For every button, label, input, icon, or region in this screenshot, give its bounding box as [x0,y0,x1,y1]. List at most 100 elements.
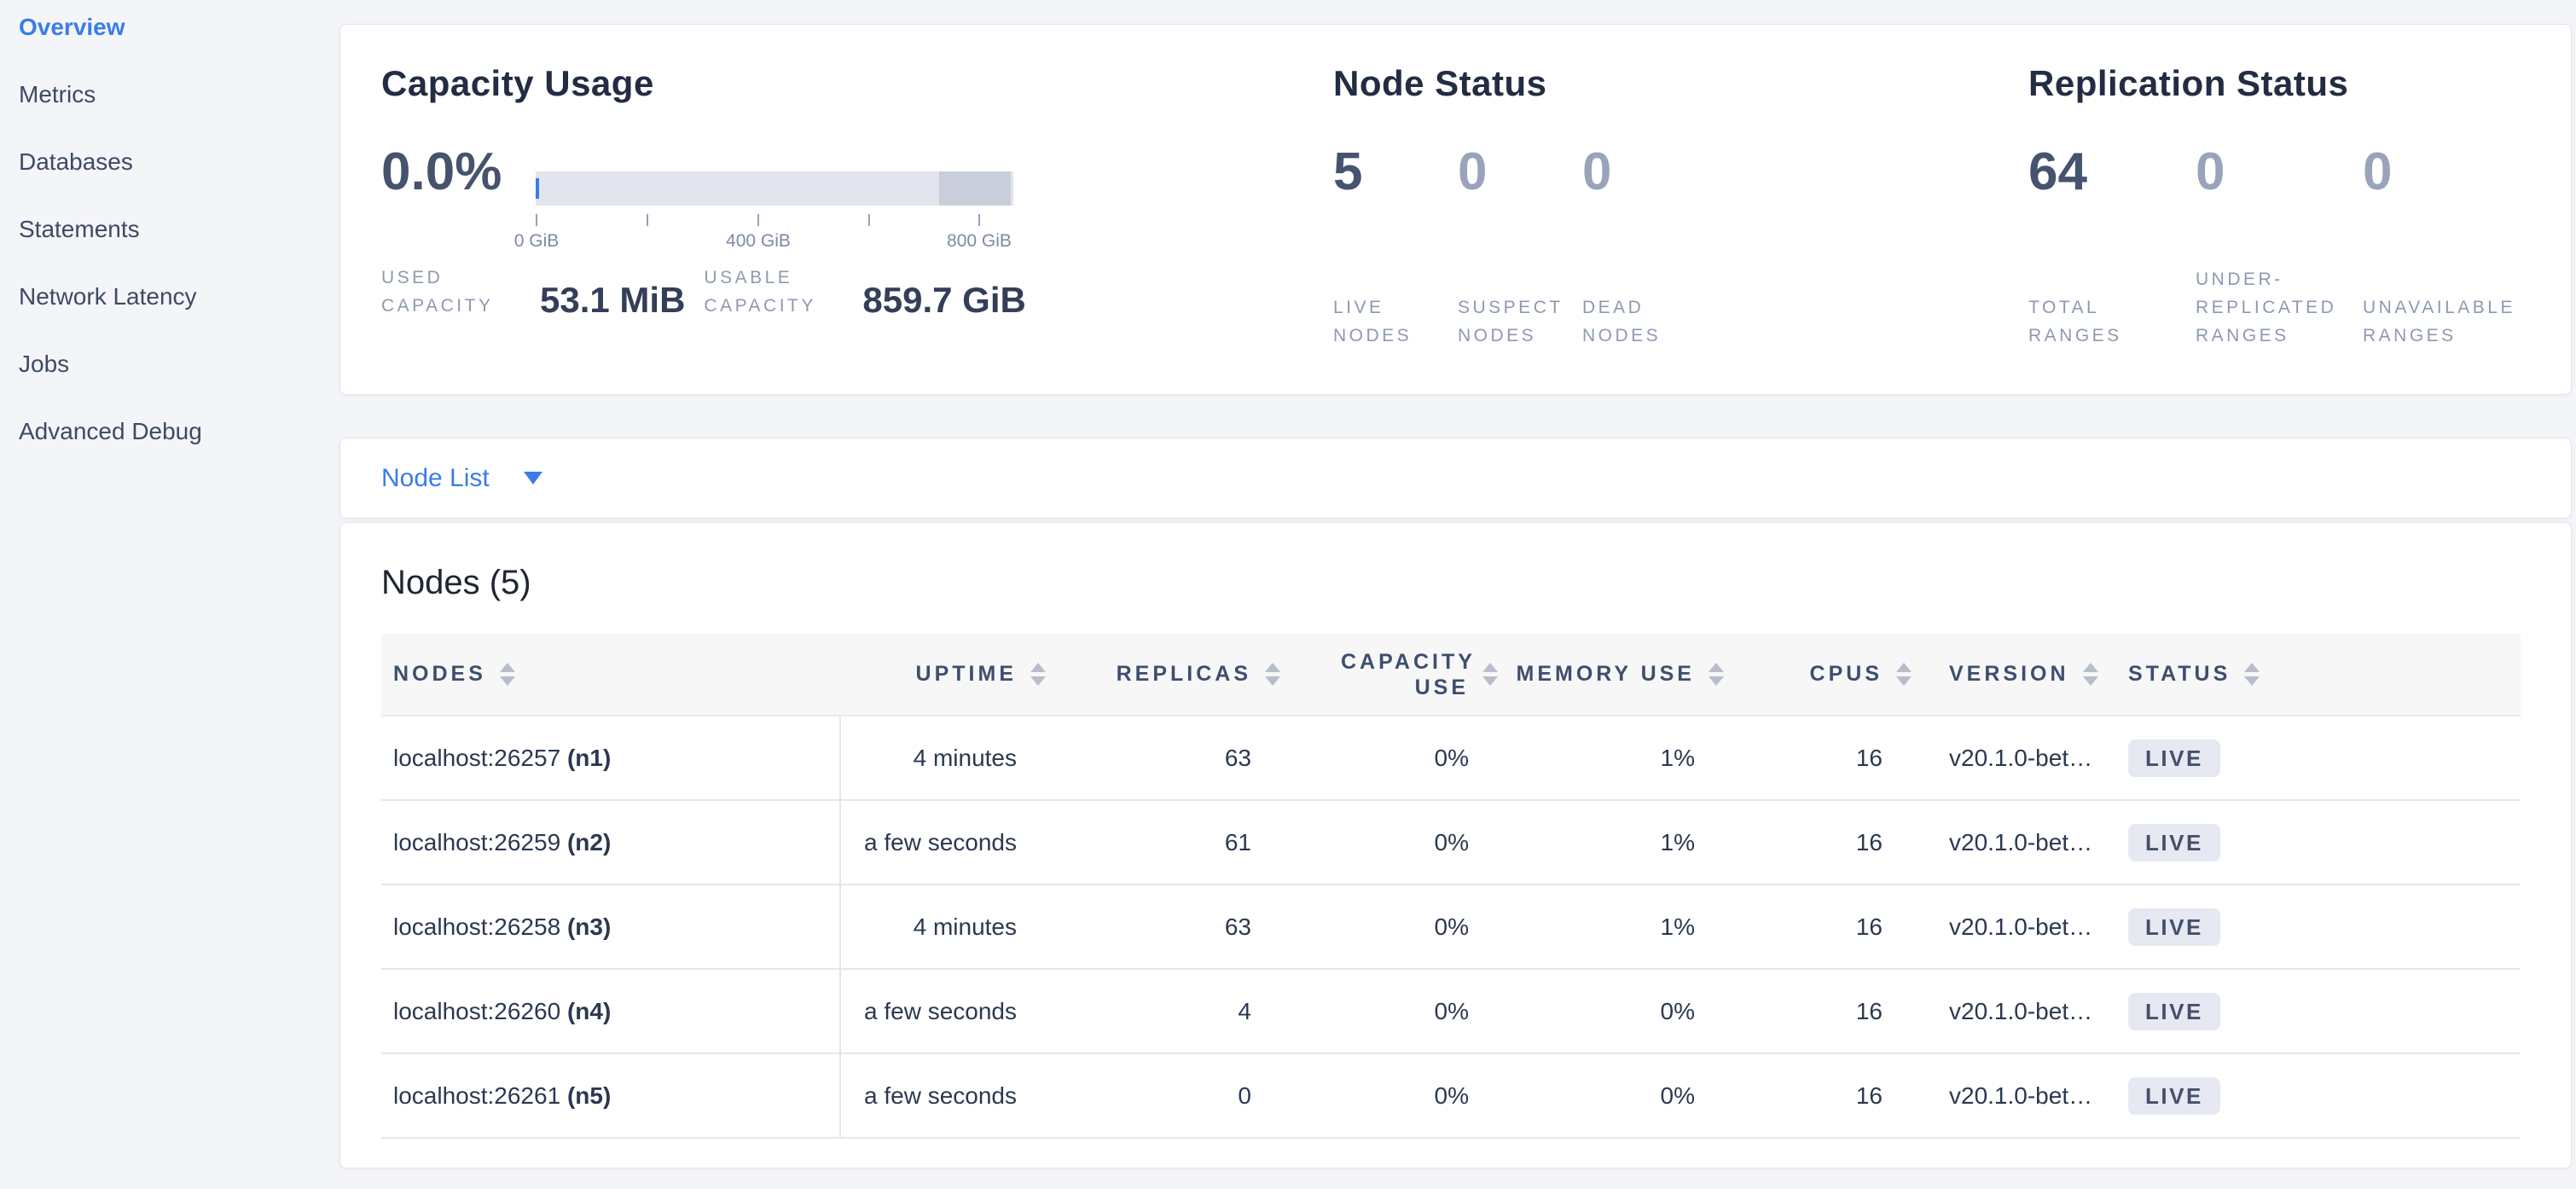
capacity-use-cell: 0% [1292,1053,1510,1139]
stat-value: 0 [1582,142,1612,201]
axis-tick [647,214,648,226]
node-address: localhost:26257 [393,744,567,771]
node-status-title: Node Status [1333,63,1547,103]
cpus-cell: 16 [1736,716,1923,801]
replicas-cell: 0 [1058,1053,1292,1139]
node-address-cell: localhost:26261 (n5) [381,1053,841,1139]
memory-use-cell: 0% [1510,969,1736,1054]
stat-total-ranges: 64 TOTAL RANGES [2028,142,2196,350]
sidebar: Overview Metrics Databases Statements Networ… [0,0,339,1189]
stat-live-nodes: 5 LIVE NODES [1333,142,1458,350]
sidebar-item-advanced-debug[interactable]: Advanced Debug [19,417,202,444]
nodes-table-title: Nodes (5) [381,564,531,601]
sidebar-item-network-latency[interactable]: Network Latency [19,282,197,310]
status-cell: LIVE [2103,716,2521,801]
table-row-localhost-26259[interactable]: localhost:26259 (n2) a few seconds 61 0% 1% 1… [381,800,2521,885]
column-header-replicas[interactable]: REPLICAS [1058,634,1292,716]
column-header-status[interactable]: STATUS [2103,634,2521,716]
table-row-localhost-26258[interactable]: localhost:26258 (n3) 4 minutes 63 0% 1% 16 v20… [381,884,2521,970]
node-id: (n2) [566,828,612,856]
sort-icon [1030,663,1046,686]
version-cell: v20.1.0-bet… [1923,969,2103,1054]
chevron-down-icon [523,472,542,484]
stat-label: USED CAPACITY [381,268,494,316]
stat-under-replicated-ranges: 0 UNDER-REPLICATED RANGES [2196,142,2363,350]
status-cell: LIVE [2103,1053,2521,1139]
version-cell: v20.1.0-bet… [1923,800,2103,885]
axis-tick [757,214,759,226]
nodes-table: NODES UPTIME REPLICAS CAPACITY USE MEMORY US… [381,634,2521,1139]
stat-unavailable-ranges: 0 UNAVAILABLE RANGES [2363,142,2530,350]
column-header-nodes[interactable]: NODES [381,634,840,716]
capacity-stat-used-capacity: USED CAPACITY 53.1 MiB [381,264,685,320]
uptime-cell: 4 minutes [840,884,1058,970]
stat-value: 859.7 GiB [862,280,1026,320]
replication-stats: 64 TOTAL RANGES 0 UNDER-REPLICATED RANGES 0 U… [2028,142,2530,350]
capacity-bar-other-segment [939,171,1011,206]
status-cell: LIVE [2103,800,2521,885]
capacity-stats: USED CAPACITY 53.1 MiB USABLE CAPACITY 859.… [381,264,1333,320]
stat-label: DEAD NODES [1582,298,1662,345]
column-header-capacity-use[interactable]: CAPACITY USE [1292,634,1510,716]
table-row-localhost-26261[interactable]: localhost:26261 (n5) a few seconds 0 0% 0% 16… [381,1053,2521,1139]
axis-tick [536,214,537,226]
column-header-label: UPTIME [915,662,1017,686]
axis-tick [978,214,980,226]
stat-suspect-nodes: 0 SUSPECT NODES [1458,142,1582,350]
replication-status-title: Replication Status [2028,63,2349,103]
node-address-cell: localhost:26257 (n1) [381,716,841,801]
status-badge: LIVE [2128,992,2220,1030]
stat-label: SUSPECT NODES [1458,298,1564,345]
sidebar-item-overview[interactable]: Overview [19,13,125,40]
sort-icon [1709,663,1724,686]
nodes-table-card: Nodes (5) NODES UPTIME REPLICAS CAPACITY US… [339,522,2572,1169]
stat-value: 53.1 MiB [540,280,686,320]
sidebar-item-metrics[interactable]: Metrics [19,80,96,107]
sort-icon [499,663,515,686]
sidebar-item-jobs[interactable]: Jobs [19,350,70,377]
replicas-cell: 63 [1058,716,1292,801]
status-badge: LIVE [2128,908,2220,946]
column-header-cpus[interactable]: CPUS [1736,634,1923,716]
status-badge: LIVE [2128,823,2220,861]
capacity-axis-labels: 0 GiB 400 GiB 800 GiB [514,231,1013,253]
stat-value: 64 [2028,142,2087,201]
memory-use-cell: 1% [1510,716,1736,801]
stat-label-block: UNAVAILABLE RANGES [2363,265,2530,350]
stat-label: TOTAL RANGES [2028,298,2122,345]
sort-icon [1265,663,1280,686]
capacity-usage-title: Capacity Usage [381,63,654,103]
capacity-bar-track [536,171,1013,206]
main-content: Capacity Usage 0.0% [339,0,2576,1189]
node-status-section: Node Status 5 LIVE NODES 0 SUSPECT NODES 0 DE… [1333,64,2028,394]
column-header-uptime[interactable]: UPTIME [840,634,1058,716]
capacity-axis-ticks [536,214,980,226]
version-cell: v20.1.0-bet… [1923,884,2103,970]
sidebar-item-databases[interactable]: Databases [19,148,133,175]
capacity-use-cell: 0% [1292,716,1510,801]
capacity-gauge-row: 0.0% [381,142,1333,253]
uptime-cell: a few seconds [840,800,1058,885]
column-header-memory-use[interactable]: MEMORY USE [1510,634,1736,716]
stat-label: UNDER-REPLICATED RANGES [2196,270,2337,345]
replicas-cell: 4 [1058,969,1292,1054]
stat-label-block: LIVE NODES [1333,265,1458,350]
node-id: (n5) [566,1082,612,1109]
capacity-use-cell: 0% [1292,969,1510,1054]
table-row-localhost-26257[interactable]: localhost:26257 (n1) 4 minutes 63 0% 1% 16 v20… [381,716,2521,801]
capacity-gauge: 0 GiB 400 GiB 800 GiB [514,171,1013,253]
status-cell: LIVE [2103,884,2521,970]
node-list-dropdown[interactable]: Node List [381,464,542,493]
sort-icon [1896,663,1912,686]
status-cell: LIVE [2103,969,2521,1054]
replicas-cell: 61 [1058,800,1292,885]
stat-label: LIVE NODES [1333,298,1413,345]
sort-icon [2082,663,2098,686]
column-header-version[interactable]: VERSION [1923,634,2103,716]
table-row-localhost-26260[interactable]: localhost:26260 (n4) a few seconds 4 0% 0% 16… [381,969,2521,1054]
column-header-label: VERSION [1949,662,2069,686]
stat-label-block: DEAD NODES [1582,265,1707,350]
sort-icon [1482,663,1498,686]
sidebar-item-statements[interactable]: Statements [19,215,140,242]
